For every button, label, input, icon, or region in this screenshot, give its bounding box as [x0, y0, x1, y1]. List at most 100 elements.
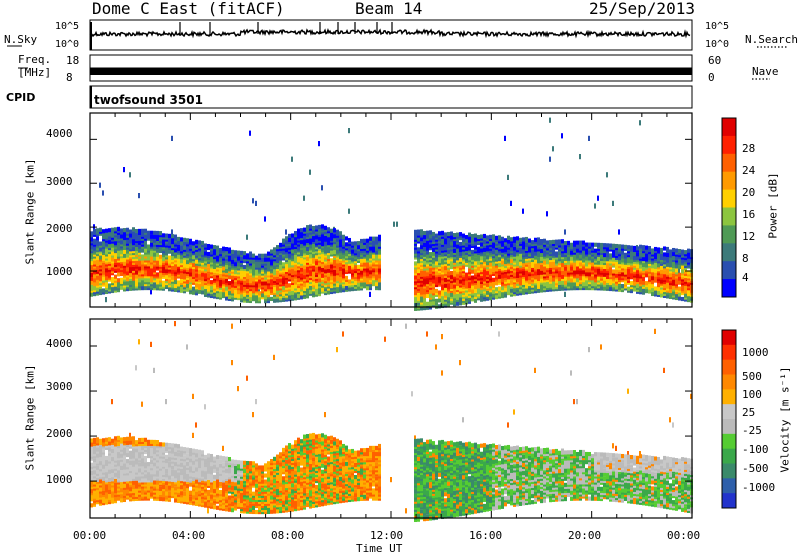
- data-cell: [165, 269, 168, 273]
- data-cell: [333, 250, 336, 254]
- data-cell: [507, 236, 510, 240]
- data-cell: [426, 302, 429, 306]
- data-cell: [351, 269, 354, 273]
- data-cell: [423, 302, 426, 306]
- data-cell: [189, 239, 192, 243]
- data-cell: [648, 268, 651, 272]
- data-cell: [453, 233, 456, 237]
- data-cell: [111, 267, 114, 271]
- data-cell: [240, 251, 243, 255]
- data-cell: [507, 275, 510, 279]
- data-cell: [477, 288, 480, 292]
- data-cell: [489, 235, 492, 239]
- data-cell: [468, 288, 471, 292]
- data-cell: [486, 291, 489, 295]
- data-cell: [423, 231, 426, 235]
- data-cell: [534, 256, 537, 260]
- data-cell: [345, 286, 348, 290]
- data-cell: [249, 251, 252, 255]
- data-cell: [261, 254, 264, 258]
- data-cell: [345, 242, 348, 246]
- data-cell: [567, 265, 570, 269]
- data-cell: [474, 299, 477, 303]
- data-cell: [579, 254, 582, 258]
- data-cell: [135, 278, 138, 282]
- data-cell: [363, 262, 366, 266]
- data-cell: [183, 275, 186, 279]
- data-cell: [591, 266, 594, 270]
- data-cell: [549, 118, 551, 123]
- data-cell: [207, 252, 210, 256]
- data-cell: [210, 280, 213, 284]
- data-cell: [426, 250, 429, 254]
- data-cell: [108, 232, 111, 236]
- data-cell: [357, 275, 360, 279]
- data-cell: [99, 183, 101, 188]
- data-cell: [366, 264, 369, 268]
- data-cell: [519, 254, 522, 258]
- data-cell: [570, 282, 573, 286]
- data-cell: [183, 238, 186, 242]
- data-cell: [222, 294, 225, 298]
- data-cell: [285, 229, 287, 234]
- data-cell: [480, 256, 483, 260]
- data-cell: [465, 273, 468, 277]
- data-cell: [639, 288, 642, 292]
- data-cell: [561, 239, 564, 243]
- data-cell: [576, 274, 579, 278]
- data-cell: [564, 229, 566, 234]
- data-cell: [345, 236, 348, 240]
- data-cell: [642, 291, 645, 295]
- data-cell: [120, 234, 123, 238]
- data-cell: [663, 252, 666, 256]
- data-cell: [354, 241, 357, 245]
- data-cell: [552, 146, 554, 151]
- data-cell: [246, 253, 249, 257]
- data-cell: [444, 288, 447, 292]
- data-cell: [150, 235, 153, 239]
- data-cell: [360, 239, 363, 243]
- data-cell: [444, 232, 447, 236]
- data-cell: [207, 244, 210, 248]
- data-cell: [588, 136, 590, 141]
- data-cell: [111, 277, 114, 281]
- data-cell: [267, 252, 270, 256]
- data-cell: [474, 257, 477, 261]
- data-cell: [144, 272, 147, 276]
- data-cell: [567, 282, 570, 286]
- data-cell: [120, 286, 123, 290]
- data-cell: [558, 277, 561, 281]
- data-cell: [459, 293, 462, 297]
- data-cell: [516, 272, 519, 276]
- data-cell: [492, 258, 495, 262]
- data-cell: [123, 240, 126, 244]
- data-cell: [135, 229, 138, 233]
- data-cell: [501, 260, 504, 264]
- data-cell: [339, 253, 342, 257]
- data-cell: [171, 136, 173, 141]
- data-cell: [444, 240, 447, 244]
- data-cell: [564, 277, 567, 281]
- data-cell: [624, 259, 627, 263]
- data-cell: [420, 241, 423, 245]
- data-cell: [591, 243, 594, 247]
- data-cell: [504, 238, 507, 242]
- data-cell: [597, 243, 600, 247]
- data-cell: [330, 264, 333, 268]
- data-cell: [306, 290, 309, 294]
- data-cell: [348, 279, 351, 283]
- data-cell: [540, 265, 543, 269]
- data-cell: [678, 249, 681, 253]
- data-cell: [102, 241, 105, 245]
- data-cell: [108, 283, 111, 287]
- data-cell: [132, 231, 135, 235]
- data-cell: [102, 271, 105, 275]
- data-cell: [633, 246, 636, 250]
- data-cell: [465, 235, 468, 239]
- data-cell: [459, 279, 462, 283]
- data-cell: [282, 262, 285, 266]
- data-cell: [372, 254, 375, 258]
- data-cell: [378, 282, 381, 286]
- data-cell: [210, 268, 213, 272]
- data-cell: [276, 285, 279, 289]
